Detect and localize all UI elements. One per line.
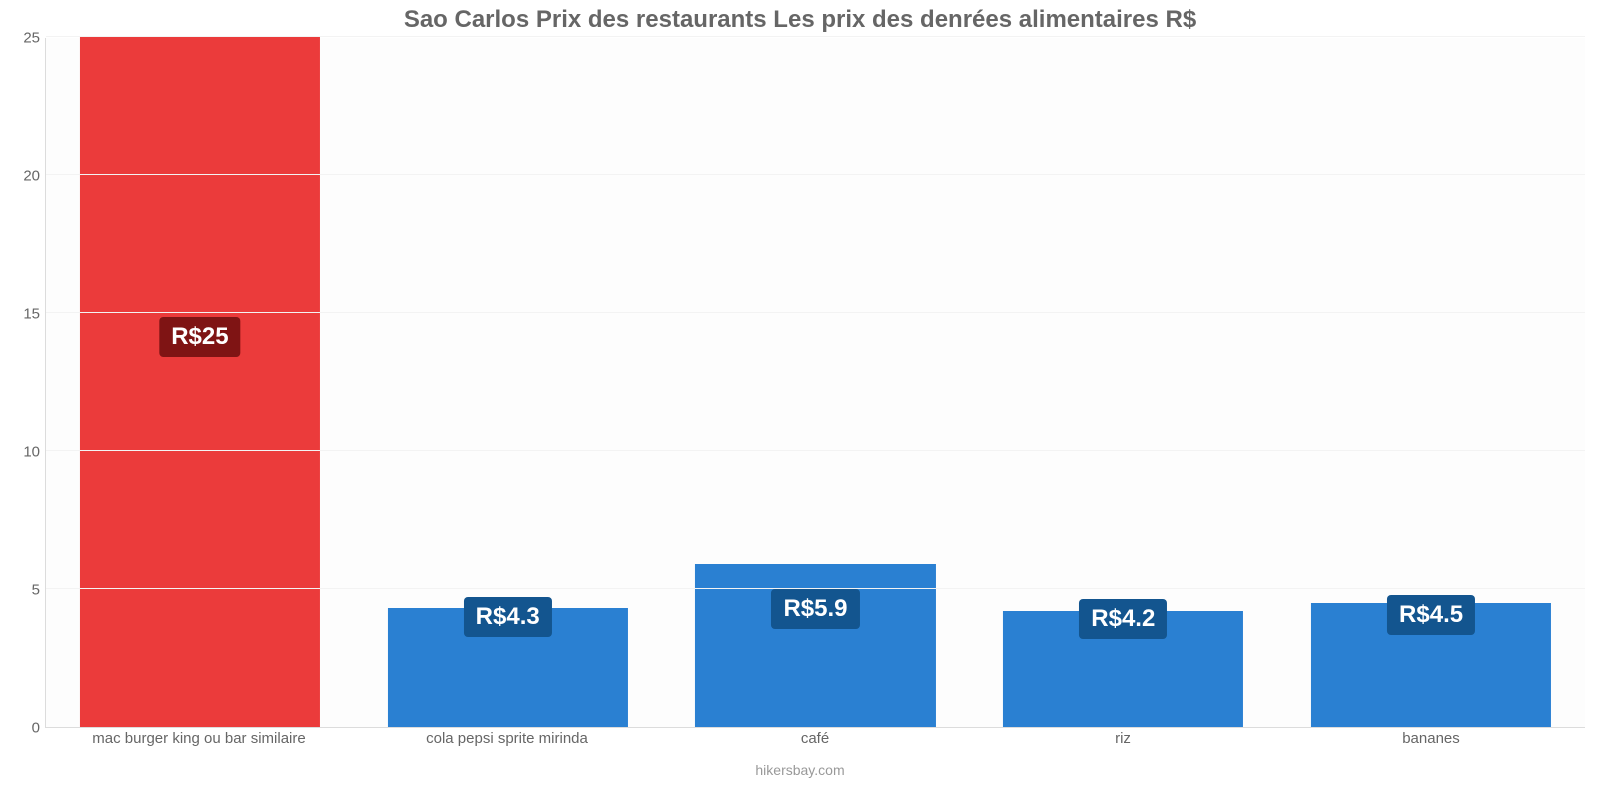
bar-slot: R$25 [46,38,354,727]
bar-value-label: R$4.3 [464,597,552,637]
y-tick-label: 15 [0,306,40,323]
plot-area: R$25 R$4.3 R$5.9 R$4.2 R$4.5 [45,38,1585,728]
gridline [46,312,1585,313]
bar-slot: R$4.2 [969,38,1277,727]
x-axis-labels: mac burger king ou bar similairecola pep… [45,730,1585,747]
x-tick-label: cola pepsi sprite mirinda [353,730,661,747]
bar-value-label: R$5.9 [771,589,859,629]
bar-value-label: R$4.2 [1079,599,1167,639]
bar-value-label: R$25 [159,317,240,357]
gridline [46,450,1585,451]
y-tick-label: 10 [0,444,40,461]
chart-title: Sao Carlos Prix des restaurants Les prix… [0,6,1600,34]
gridline [46,588,1585,589]
y-tick-label: 25 [0,30,40,47]
gridline [46,174,1585,175]
y-tick-label: 5 [0,582,40,599]
bar-value-label: R$4.5 [1387,595,1475,635]
y-tick-label: 0 [0,720,40,737]
y-tick-label: 20 [0,168,40,185]
x-tick-label: mac burger king ou bar similaire [45,730,353,747]
gridline [46,36,1585,37]
bars-row: R$25 R$4.3 R$5.9 R$4.2 R$4.5 [46,38,1585,727]
bar-slot: R$4.5 [1277,38,1585,727]
x-tick-label: café [661,730,969,747]
bar [80,37,320,727]
bar-slot: R$5.9 [662,38,970,727]
chart-container: Sao Carlos Prix des restaurants Les prix… [0,0,1600,800]
bar-slot: R$4.3 [354,38,662,727]
x-tick-label: riz [969,730,1277,747]
x-tick-label: bananes [1277,730,1585,747]
credit-text: hikersbay.com [0,762,1600,778]
